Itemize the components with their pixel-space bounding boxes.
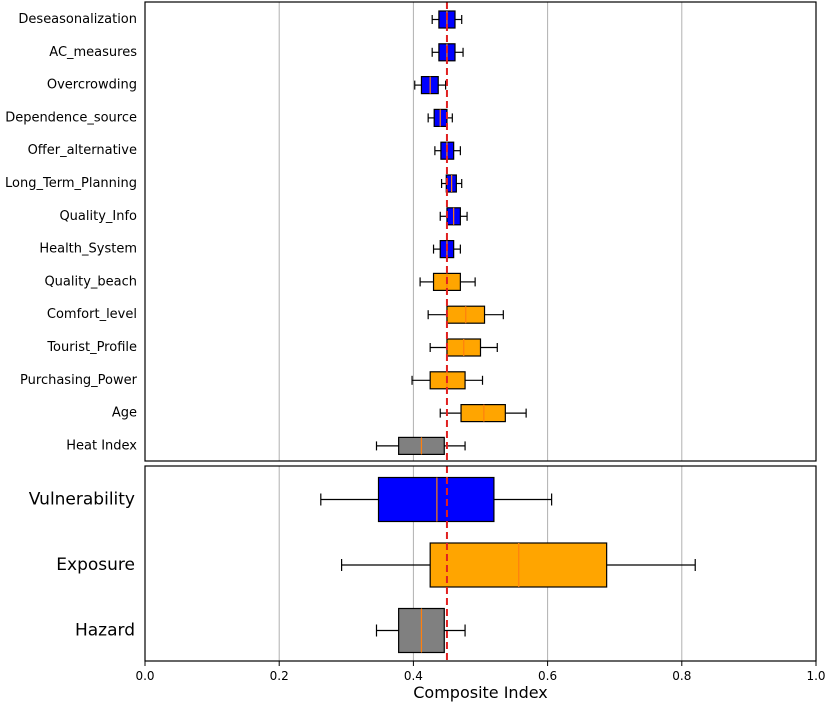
x-tick-label-0: 0.0 (135, 669, 154, 683)
x-tick-label-1: 0.2 (270, 669, 289, 683)
iqr-box-vulnerability (377, 476, 495, 523)
box-hazard (375, 607, 466, 654)
box-dependence-source (427, 108, 453, 128)
x-axis: 0.0 0.2 0.4 0.6 0.8 1.0 (135, 661, 826, 683)
category-label-health-system: Health_System (39, 242, 137, 257)
indicator-panel: Deseasonalization AC_measures Overcrowding… (5, 10, 527, 455)
category-label-quality-info: Quality_Info (59, 209, 137, 224)
box-long-term-planning (440, 174, 463, 193)
x-axis-title: Composite Index (413, 683, 548, 702)
box-heat-index (375, 436, 466, 455)
category-label-deseasonalization: Deseasonalization (18, 12, 137, 27)
indicator-panel-frame (144, 1, 817, 462)
category-label-age: Age (112, 406, 137, 421)
box-vulnerability (320, 476, 553, 523)
x-tick-label-2: 0.4 (404, 669, 423, 683)
box-exposure (341, 542, 696, 588)
category-label-offer-alternative: Offer_alternative (28, 143, 137, 158)
category-label-dependence-source: Dependence_source (5, 110, 137, 125)
category-label-comfort-level: Comfort_level (47, 307, 137, 322)
iqr-box-age (460, 404, 506, 423)
box-comfort-level (427, 305, 504, 324)
x-tick-label-3: 0.6 (538, 669, 557, 683)
x-tick-label-5: 1.0 (806, 669, 825, 683)
box-age (439, 404, 527, 423)
component-panel: Vulnerability Exposure Hazard (29, 476, 696, 654)
category-label-overcrowding: Overcrowding (47, 78, 137, 93)
category-label-quality-beach: Quality_beach (44, 274, 137, 289)
category-label-hazard: Hazard (75, 621, 135, 641)
box-overcrowding (414, 75, 447, 95)
category-label-vulnerability: Vulnerability (29, 490, 135, 510)
category-label-long-term-planning: Long_Term_Planning (5, 176, 137, 191)
category-label-purchasing-power: Purchasing_Power (20, 373, 138, 388)
category-label-exposure: Exposure (56, 555, 135, 575)
box-tourist-profile (429, 338, 498, 357)
x-tick-label-4: 0.8 (672, 669, 691, 683)
component-panel-frame (144, 465, 817, 662)
category-label-heat-index: Heat Index (66, 438, 137, 453)
category-label-ac-measures: AC_measures (49, 45, 137, 60)
category-label-tourist-profile: Tourist_Profile (46, 340, 137, 355)
box-quality-info (439, 207, 468, 226)
